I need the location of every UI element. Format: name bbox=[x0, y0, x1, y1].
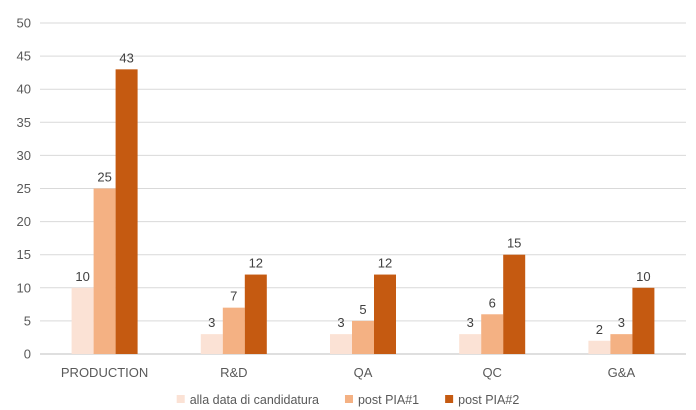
legend-swatch bbox=[344, 395, 353, 403]
legend-label: post PIA#2 bbox=[458, 393, 519, 407]
y-tick-label: 20 bbox=[17, 214, 31, 229]
data-label: 5 bbox=[359, 302, 366, 317]
bar bbox=[374, 274, 396, 354]
bar bbox=[481, 314, 504, 354]
data-label: 7 bbox=[230, 289, 237, 304]
y-tick-label: 45 bbox=[17, 49, 31, 64]
y-tick-label: 15 bbox=[17, 247, 31, 262]
data-label: 12 bbox=[249, 256, 263, 271]
y-tick-label: 10 bbox=[17, 280, 31, 295]
data-label: 3 bbox=[208, 315, 215, 330]
bar bbox=[459, 334, 482, 354]
bar bbox=[93, 188, 116, 354]
gridlines bbox=[40, 22, 686, 355]
legend: alla data di candidatura post PIA#1 post P… bbox=[176, 393, 519, 407]
x-category-label: R&D bbox=[220, 365, 247, 380]
y-tick-label: 50 bbox=[17, 16, 31, 31]
y-tick-label: 30 bbox=[17, 148, 31, 163]
legend-swatch bbox=[176, 395, 185, 403]
bar bbox=[115, 69, 138, 354]
x-category-label: G&A bbox=[608, 365, 636, 380]
legend-swatch bbox=[445, 395, 454, 403]
data-label: 10 bbox=[636, 269, 650, 284]
y-tick-label: 0 bbox=[24, 347, 31, 362]
x-axis-categories: PRODUCTION R&D QA QC G&A bbox=[61, 365, 636, 380]
y-axis-ticks: 0 5 10 15 20 25 30 35 40 45 50 bbox=[17, 16, 31, 362]
data-label: 25 bbox=[97, 170, 111, 185]
data-label: 6 bbox=[489, 295, 496, 310]
data-label: 10 bbox=[75, 269, 89, 284]
x-category-label: QA bbox=[354, 365, 373, 380]
bar bbox=[222, 307, 245, 354]
y-tick-label: 25 bbox=[17, 181, 31, 196]
bar bbox=[330, 334, 352, 354]
bar bbox=[588, 340, 611, 354]
bars bbox=[71, 69, 655, 354]
data-label: 3 bbox=[337, 315, 344, 330]
bar bbox=[200, 334, 223, 354]
data-label: 3 bbox=[618, 315, 625, 330]
bar bbox=[352, 320, 374, 354]
bar bbox=[610, 334, 633, 354]
bar bbox=[244, 274, 267, 354]
y-tick-label: 35 bbox=[17, 115, 31, 130]
bar bbox=[503, 254, 526, 354]
y-tick-label: 5 bbox=[24, 313, 31, 328]
legend-label: alla data di candidatura bbox=[190, 393, 319, 407]
data-label: 2 bbox=[596, 322, 603, 337]
data-label: 43 bbox=[119, 50, 133, 65]
data-label: 3 bbox=[467, 315, 474, 330]
x-category-label: QC bbox=[482, 365, 502, 380]
legend-label: post PIA#1 bbox=[358, 393, 419, 407]
bar bbox=[632, 287, 655, 354]
x-category-label: PRODUCTION bbox=[61, 365, 148, 380]
y-tick-label: 40 bbox=[17, 82, 31, 97]
bar bbox=[71, 287, 94, 354]
data-label: 15 bbox=[507, 236, 521, 251]
data-label: 12 bbox=[378, 256, 392, 271]
